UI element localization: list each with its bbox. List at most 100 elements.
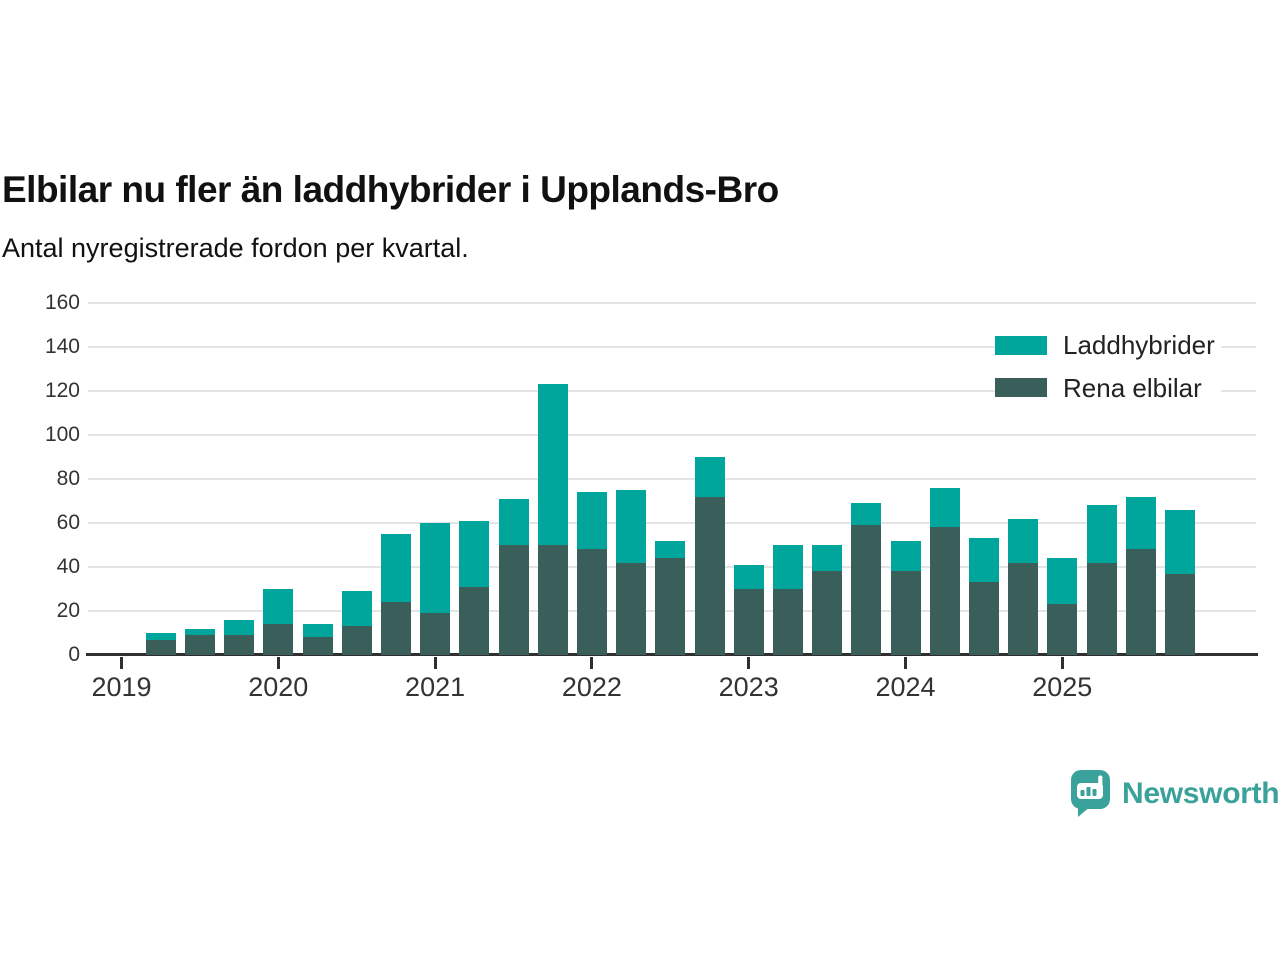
bar-segment-rena-elbilar — [929, 527, 960, 655]
bar-segment-laddhybrider — [968, 538, 999, 583]
y-tick-label: 60 — [56, 511, 80, 534]
x-tick-label: 2021 — [405, 672, 466, 702]
bar-segment-laddhybrider — [224, 619, 255, 636]
y-tick-label: 40 — [56, 555, 80, 578]
bar-segment-rena-elbilar — [145, 639, 176, 655]
bar-2019-q2 — [145, 633, 176, 655]
bar-segment-rena-elbilar — [968, 582, 999, 655]
bar-segment-rena-elbilar — [498, 545, 529, 655]
legend-label: Rena elbilar — [1063, 372, 1202, 403]
bar-2024-q4 — [1008, 518, 1039, 655]
bar-2020-q1 — [263, 589, 294, 655]
bar-segment-rena-elbilar — [1086, 562, 1117, 655]
x-tick-mark — [904, 657, 907, 669]
bar-2024-q1 — [890, 540, 921, 655]
bar-segment-laddhybrider — [380, 534, 411, 603]
legend: Laddhybrider Rena elbilar — [995, 331, 1221, 416]
legend-label: Laddhybrider — [1063, 330, 1215, 360]
y-tick-label: 100 — [44, 423, 80, 446]
gridline — [88, 302, 1256, 304]
bar-2022-q4 — [694, 457, 725, 655]
bar-segment-rena-elbilar — [655, 558, 686, 655]
bar-segment-rena-elbilar — [812, 571, 843, 655]
bar-segment-laddhybrider — [1125, 496, 1156, 550]
bar-segment-rena-elbilar — [694, 496, 725, 655]
x-tick-mark — [1060, 657, 1064, 669]
bar-2020-q2 — [302, 624, 333, 655]
bar-segment-rena-elbilar — [263, 624, 294, 655]
bar-2021-q3 — [498, 498, 529, 655]
bar-segment-rena-elbilar — [1047, 604, 1078, 655]
gridline — [88, 522, 1256, 524]
y-tick-label: 20 — [56, 599, 80, 622]
bar-segment-laddhybrider — [341, 591, 372, 627]
bar-2025-q1 — [1047, 558, 1078, 655]
x-tick-label: 2020 — [248, 672, 309, 702]
legend-swatch-laddhybrider-icon — [995, 335, 1047, 355]
legend-item-laddhybrider: Laddhybrider — [995, 331, 1221, 360]
bar-segment-laddhybrider — [616, 490, 647, 563]
bar-2022-q2 — [616, 490, 647, 655]
y-tick-label: 80 — [56, 467, 80, 490]
bar-segment-laddhybrider — [733, 564, 764, 589]
bar-segment-laddhybrider — [459, 520, 490, 587]
bar-segment-laddhybrider — [929, 487, 960, 528]
newsworthy-wordmark: Newsworthy — [1122, 776, 1280, 810]
y-tick-label: 160 — [44, 291, 80, 314]
bar-segment-rena-elbilar — [733, 589, 764, 655]
bar-segment-laddhybrider — [655, 540, 686, 559]
bar-2021-q4 — [537, 384, 568, 655]
bar-segment-laddhybrider — [1164, 509, 1195, 574]
bar-2023-q1 — [733, 564, 764, 655]
gridline — [88, 434, 1256, 436]
bar-segment-laddhybrider — [302, 624, 333, 638]
bar-2019-q3 — [184, 628, 215, 655]
bar-segment-rena-elbilar — [1008, 562, 1039, 655]
chart-subtitle: Antal nyregistrerade fordon per kvartal. — [2, 233, 469, 263]
bar-2023-q3 — [812, 545, 843, 655]
legend-item-rena-elbilar: Rena elbilar — [995, 372, 1221, 403]
x-tick-label: 2025 — [1032, 672, 1093, 702]
x-tick-label: 2019 — [91, 672, 152, 702]
x-tick-label: 2024 — [875, 672, 936, 702]
bar-2025-q4 — [1164, 509, 1195, 655]
x-tick-mark — [276, 657, 280, 669]
bar-2023-q4 — [851, 503, 882, 655]
bar-2022-q3 — [655, 540, 686, 655]
plot-area: 0 20 40 60 80 100 120 140 160 2019 2020 2021 2022 202… — [45, 291, 1258, 702]
bar-segment-laddhybrider — [890, 540, 921, 572]
x-tick-label: 2022 — [561, 672, 622, 702]
bar-2020-q4 — [380, 534, 411, 655]
bar-segment-laddhybrider — [420, 523, 451, 614]
bar-segment-rena-elbilar — [420, 613, 451, 655]
newsworthy-logo-icon — [1071, 770, 1110, 817]
bar-segment-laddhybrider — [498, 498, 529, 545]
bar-segment-rena-elbilar — [341, 626, 372, 655]
bar-segment-laddhybrider — [694, 457, 725, 497]
bar-segment-rena-elbilar — [224, 635, 255, 655]
newsworthy-brand: Newsworthy — [1070, 769, 1280, 818]
bar-segment-rena-elbilar — [459, 586, 490, 655]
bar-segment-rena-elbilar — [616, 562, 647, 655]
y-tick-label: 0 — [68, 643, 80, 666]
bar-segment-rena-elbilar — [851, 525, 882, 655]
bar-segment-laddhybrider — [145, 633, 176, 640]
bar-segment-laddhybrider — [812, 545, 843, 572]
bar-segment-laddhybrider — [1047, 558, 1078, 605]
gridline — [88, 346, 1256, 348]
bar-segment-rena-elbilar — [576, 549, 607, 655]
bar-2021-q2 — [459, 520, 490, 655]
bar-segment-rena-elbilar — [184, 635, 215, 655]
bar-2023-q2 — [772, 545, 803, 655]
bar-2024-q3 — [968, 538, 999, 655]
bar-segment-rena-elbilar — [537, 545, 568, 655]
bar-segment-rena-elbilar — [380, 602, 411, 655]
bar-segment-rena-elbilar — [1125, 549, 1156, 655]
bar-segment-laddhybrider — [1086, 505, 1117, 563]
x-tick-mark — [433, 657, 437, 669]
bar-segment-rena-elbilar — [772, 589, 803, 655]
bar-2021-q1 — [420, 523, 451, 655]
bar-segment-laddhybrider — [772, 545, 803, 589]
y-tick-label: 120 — [44, 379, 80, 402]
bar-2019-q4 — [224, 619, 255, 655]
